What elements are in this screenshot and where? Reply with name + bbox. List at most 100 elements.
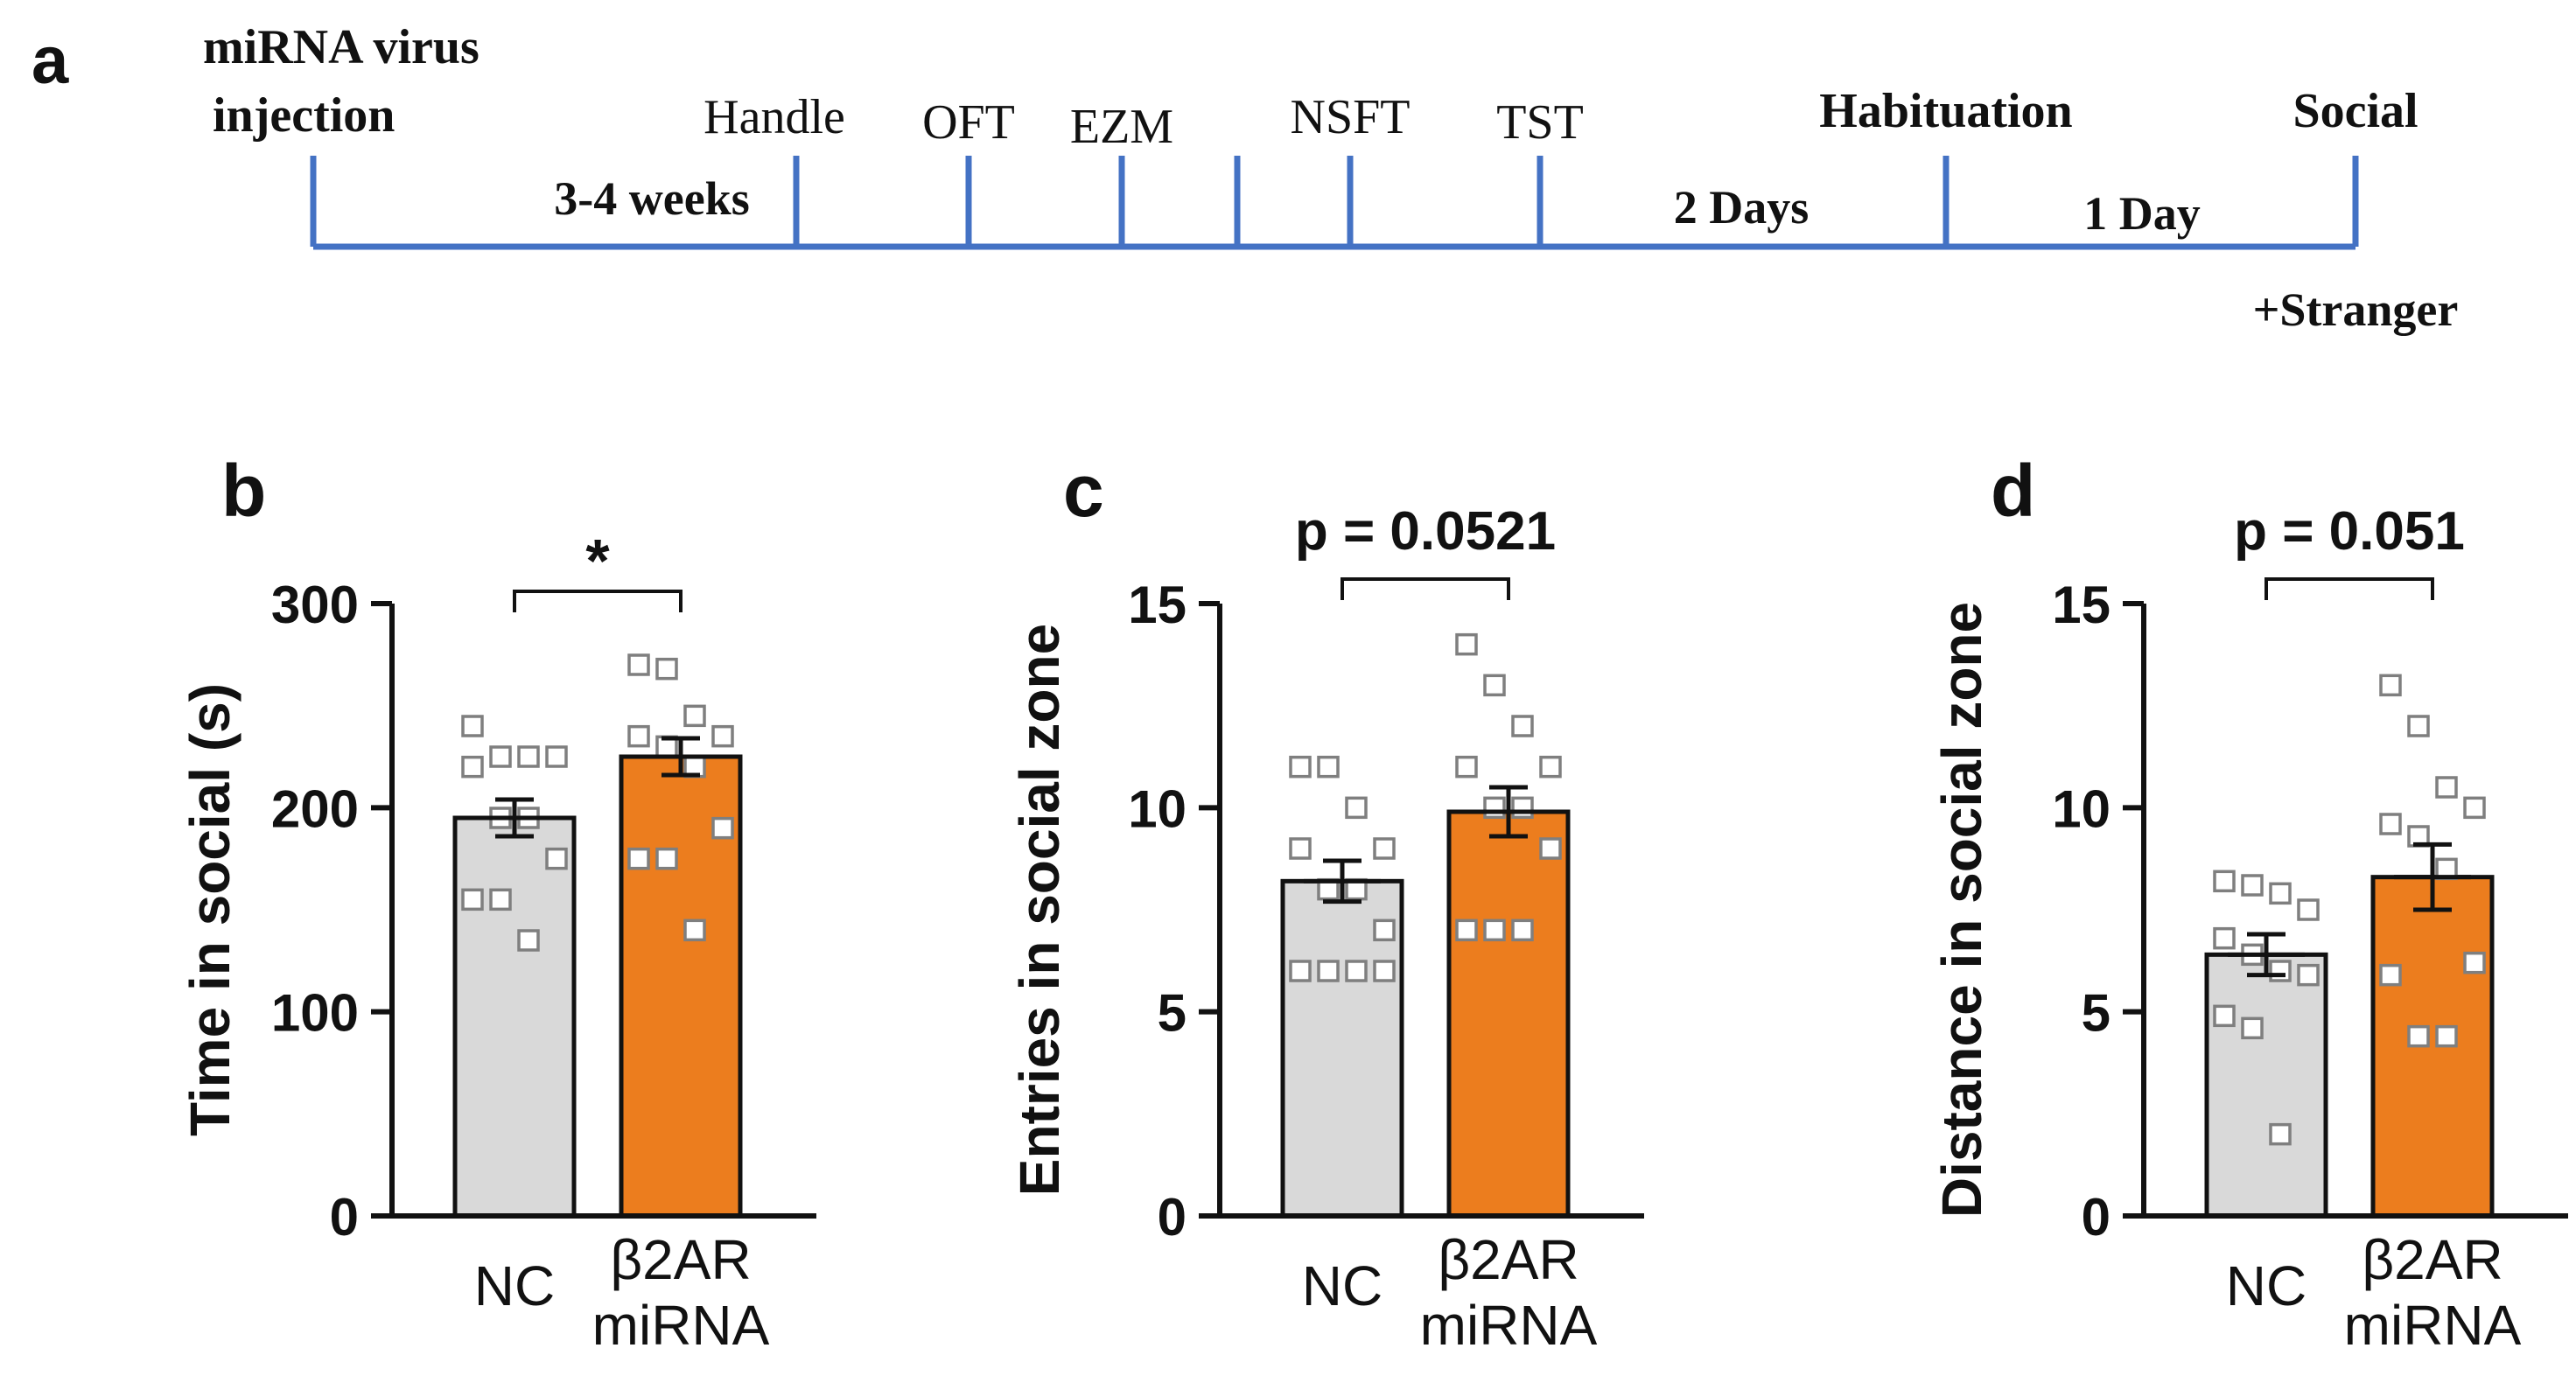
timeline-event-label: injection	[213, 88, 395, 143]
y-tick-label: 300	[271, 576, 359, 634]
data-point	[2215, 1006, 2234, 1025]
timeline-event-label: Handle	[704, 90, 845, 144]
data-point	[1291, 758, 1310, 777]
data-point	[1319, 961, 1338, 981]
data-point	[2215, 871, 2234, 891]
timeline-interval-label: 2 Days	[1674, 181, 1810, 234]
category-label: NC	[474, 1254, 555, 1317]
data-point	[2215, 929, 2234, 948]
data-point	[1457, 635, 1476, 654]
category-label: miRNA	[592, 1294, 770, 1357]
data-point	[1513, 798, 1532, 817]
data-point	[491, 890, 510, 909]
timeline-event-label: OFT	[922, 95, 1015, 150]
data-point	[629, 727, 648, 746]
category-label: β2AR	[2362, 1228, 2502, 1291]
data-point	[1541, 758, 1560, 777]
panel-label-c: c	[1063, 450, 1104, 532]
data-point	[2409, 1027, 2428, 1046]
category-label: β2AR	[610, 1228, 751, 1291]
y-tick-label: 0	[1158, 1188, 1186, 1247]
timeline-event-label: NSFT	[1291, 90, 1410, 144]
data-point	[491, 747, 510, 766]
data-point	[1291, 839, 1310, 858]
bar-mirna	[1449, 812, 1568, 1216]
significance-label: *	[585, 527, 610, 595]
data-point	[1319, 758, 1338, 777]
y-tick-label: 15	[1128, 576, 1186, 634]
y-axis-title: Distance in social zone	[1930, 602, 1993, 1218]
y-tick-label: 10	[1128, 779, 1186, 838]
data-point	[2381, 966, 2400, 985]
data-point	[657, 849, 676, 869]
data-point	[2465, 953, 2484, 973]
y-axis-title: Time in social (s)	[178, 683, 242, 1136]
bar-mirna	[2373, 877, 2492, 1216]
data-point	[713, 727, 732, 746]
data-point	[2381, 675, 2400, 695]
significance-bracket	[1342, 579, 1508, 600]
data-point	[1485, 798, 1504, 817]
timeline-interval-label: 3-4 weeks	[554, 172, 749, 225]
y-tick-label: 15	[2052, 576, 2110, 634]
data-point	[1291, 961, 1310, 981]
data-point	[2437, 1027, 2456, 1046]
data-point	[713, 819, 732, 838]
data-point	[2381, 814, 2400, 834]
data-point	[1347, 961, 1366, 981]
data-point	[547, 849, 566, 869]
chart-panel-b: b 0 100 200 300 Time in social (s) NC β2ARmiRNA…	[178, 450, 816, 1357]
timeline-event-label: EZM	[1070, 100, 1173, 154]
timeline-interval-label: 1 Day	[2083, 187, 2201, 240]
y-axis-title: Entries in social zone	[1008, 624, 1071, 1196]
data-point	[1347, 798, 1366, 817]
figure: a miRNA virus injection Handle OFT EZM NSFT TST…	[0, 0, 2576, 1376]
data-point	[2243, 876, 2262, 895]
data-point	[629, 655, 648, 674]
category-label: miRNA	[1420, 1294, 1598, 1357]
chart-panel-c: c 0 5 10 15 Entries in social zone NC β2ARmiRNA…	[1008, 450, 1644, 1357]
data-point	[1375, 920, 1394, 939]
data-point	[1513, 920, 1532, 939]
panel-label-a: a	[32, 24, 69, 98]
data-point	[2409, 716, 2428, 736]
bar-nc	[2207, 954, 2326, 1216]
panel-label-b: b	[221, 450, 266, 532]
data-point	[1541, 839, 1560, 858]
data-point	[2243, 1018, 2262, 1037]
significance-label: p = 0.0521	[1295, 501, 1556, 562]
chart-panel-d: d 0 5 10 15 Distance in social zone NC β2ARmiRN…	[1930, 450, 2568, 1357]
timeline-panel: a miRNA virus injection Handle OFT EZM NSFT TST…	[32, 20, 2458, 336]
category-label: miRNA	[2344, 1294, 2522, 1357]
y-tick-label: 0	[2082, 1188, 2110, 1247]
timeline-end-note: +Stranger	[2253, 283, 2459, 336]
data-point	[2271, 884, 2290, 903]
panel-label-d: d	[1991, 450, 2035, 532]
y-tick-label: 5	[2082, 984, 2110, 1043]
y-tick-label: 200	[271, 779, 359, 838]
significance-bracket	[2266, 579, 2432, 600]
data-point	[2465, 798, 2484, 817]
data-point	[2299, 900, 2318, 919]
data-point	[2271, 1125, 2290, 1144]
y-tick-label: 5	[1158, 984, 1186, 1043]
data-point	[1485, 675, 1504, 695]
data-point	[1457, 920, 1476, 939]
data-point	[547, 747, 566, 766]
significance-label: p = 0.051	[2234, 501, 2465, 562]
bar-nc	[455, 818, 574, 1216]
category-label: β2AR	[1438, 1228, 1578, 1291]
timeline-event-label: miRNA virus	[203, 20, 480, 74]
timeline-event-label: TST	[1496, 95, 1584, 150]
data-point	[629, 849, 648, 869]
data-point	[1375, 839, 1394, 858]
data-point	[463, 716, 482, 736]
timeline-event-label: Social	[2292, 84, 2418, 138]
data-point	[685, 706, 704, 725]
data-point	[685, 920, 704, 939]
data-point	[2271, 961, 2290, 981]
category-label: NC	[1302, 1254, 1382, 1317]
y-tick-label: 0	[330, 1188, 359, 1247]
data-point	[519, 747, 538, 766]
